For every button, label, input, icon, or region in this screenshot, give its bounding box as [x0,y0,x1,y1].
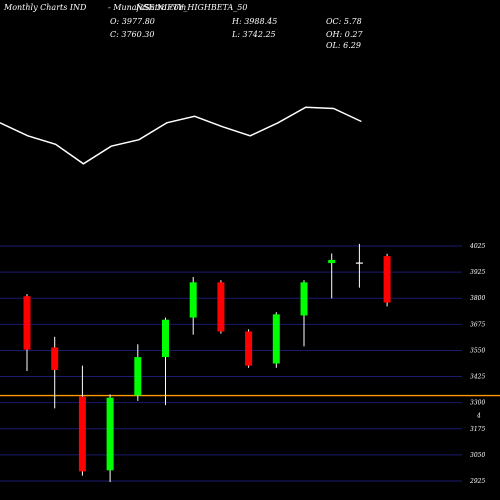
candle-body [272,314,280,364]
y-tick-label: 3675 [470,321,485,328]
y-tick-label: 4025 [469,243,485,250]
grid-lines [0,245,462,482]
candle [328,253,336,299]
y-tick-label: 3925 [470,269,485,276]
y-tick-label: 3550 [470,347,485,354]
candle-body [383,256,391,303]
candle [245,329,253,368]
y-tick-label: 3175 [470,426,485,433]
candle [134,344,142,401]
site-label: - MunafaSutra.com [108,3,187,12]
indicator-polyline [0,106,362,165]
y-tick-label: 3425 [470,374,485,381]
candle [383,253,391,307]
candle [78,365,86,476]
close-value: C: 3760.30 [110,30,155,39]
candle [23,294,31,371]
candle-body [217,282,225,332]
candle-body [189,282,197,318]
chart-source-label: Monthly Charts IND [4,3,87,12]
oh-value: OH: 0.27 [326,30,363,39]
candle-body [328,259,336,264]
candle [217,280,225,334]
candles [23,243,391,483]
candle-body [51,347,59,370]
candle-body [300,282,308,316]
candle [189,276,197,335]
y-tick-label: 2925 [469,478,485,485]
candle [355,243,363,288]
y-tick-label: 3050 [470,452,485,459]
candle-body [162,319,169,358]
y-axis-ticks: 4025 3925 3800 3675 3550 3425 3300 3175 3050 2925… [469,243,485,485]
symbol-overlay-label: NSE:NIFTY_HIGHBETA_50 [136,3,248,12]
candle [106,394,114,483]
low-value: L: 3742.25 [232,30,276,39]
candle [51,336,59,409]
candle-body [78,396,86,472]
candle-body [245,331,253,366]
symbol-label: - MunafaSutra.com NSE:NIFTY_HIGHBETA_50 [108,3,247,12]
oc-value: OC: 5.78 [326,17,362,26]
ol-value: OL: 6.29 [326,41,361,50]
candle-body [134,357,142,396]
open-value: O: 3977.80 [110,17,155,26]
high-value: H: 3988.45 [232,17,278,26]
candle-body [23,296,31,350]
y-tick-label: 3300 [470,400,485,407]
y-tick-label: 3800 [470,295,485,302]
candle [162,317,169,406]
candle [300,280,308,347]
candle-body [106,397,114,471]
indicator-line [0,106,362,165]
candle [272,312,280,368]
current-marker-label: 4 [476,413,481,420]
